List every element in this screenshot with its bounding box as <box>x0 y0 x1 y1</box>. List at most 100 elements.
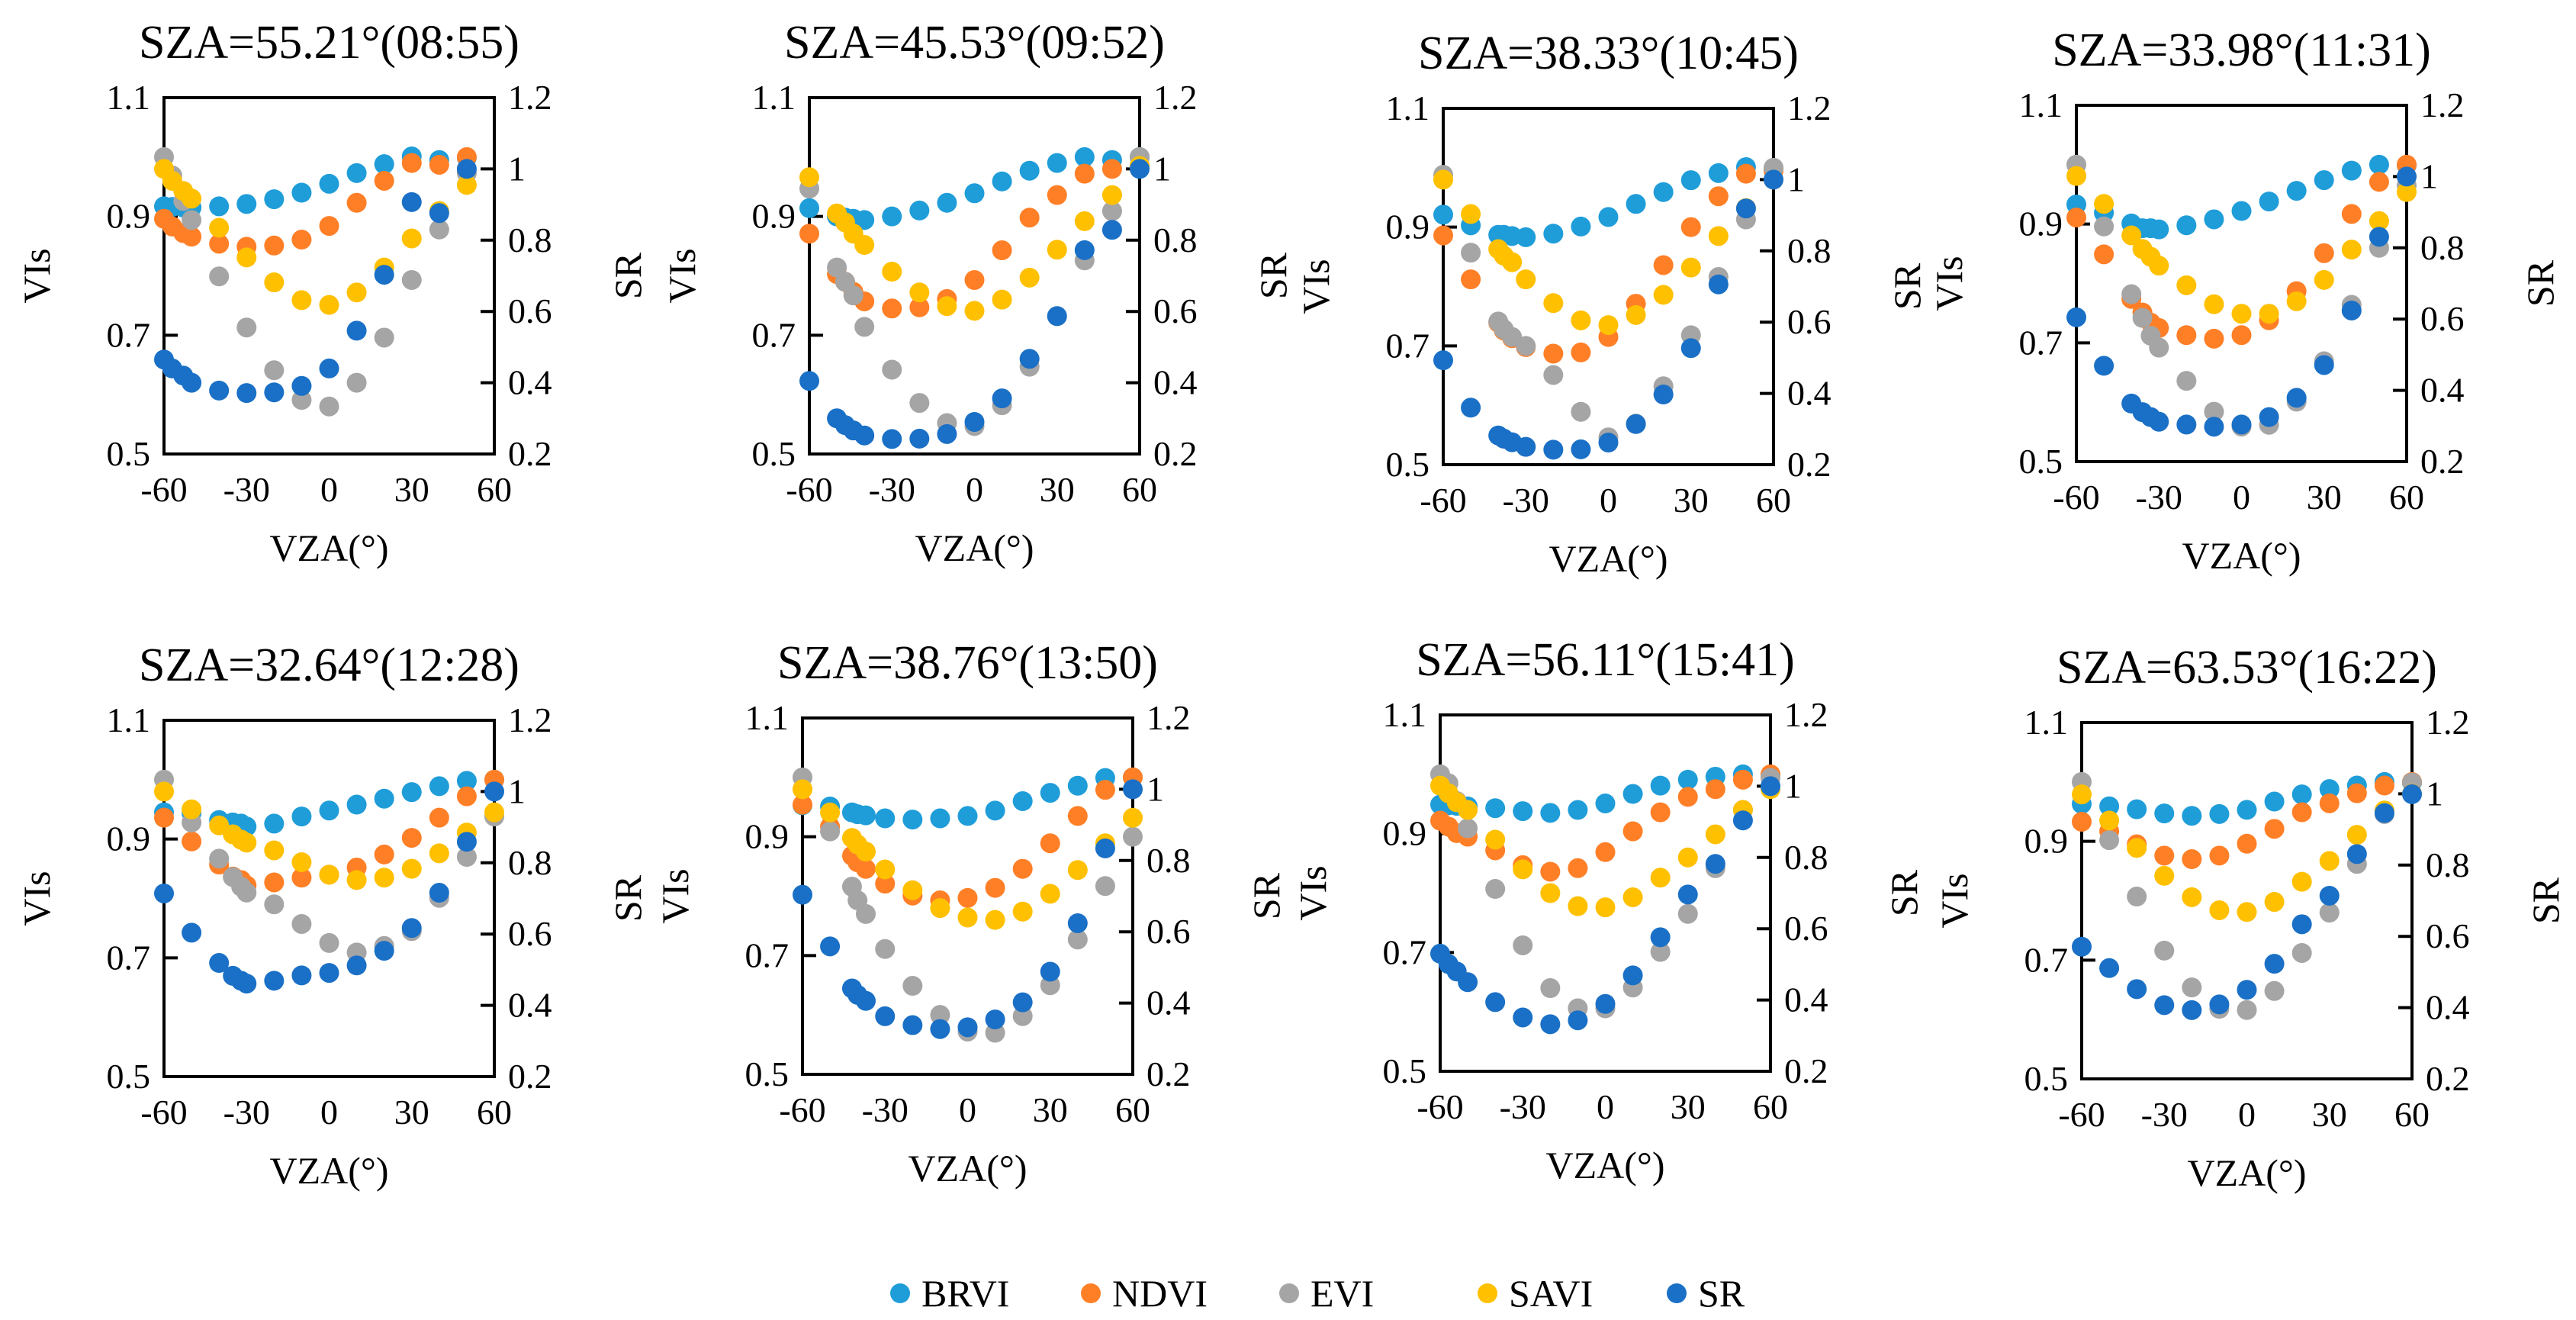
data-point-sr <box>992 388 1012 409</box>
data-point-savi <box>1626 304 1646 325</box>
data-point-savi <box>264 840 285 861</box>
y2-tick-label: 0.6 <box>2420 299 2465 338</box>
data-point-sr <box>2099 958 2120 978</box>
series-savi <box>154 781 504 890</box>
data-point-savi <box>456 175 477 195</box>
y2-tick-label: 0.8 <box>508 221 552 259</box>
data-point-savi <box>875 859 896 880</box>
data-point-savi <box>1513 859 1533 880</box>
data-point-savi <box>2094 194 2115 214</box>
data-point-ndvi <box>2182 849 2202 870</box>
data-point-sr <box>484 781 504 802</box>
y2-tick-label: 1.2 <box>2426 703 2470 742</box>
data-point-savi <box>2291 871 2312 892</box>
data-point-sr <box>2182 1000 2202 1020</box>
data-point-savi <box>1067 860 1088 881</box>
data-point-ndvi <box>799 224 819 244</box>
x-tick-label: 0 <box>320 1093 338 1132</box>
data-point-ndvi <box>855 858 876 879</box>
data-point-evi <box>1543 365 1564 385</box>
data-point-evi <box>319 396 339 417</box>
data-point-sr <box>1735 198 1756 219</box>
data-point-evi <box>264 360 285 381</box>
data-point-savi <box>1650 868 1671 888</box>
subplot-3: SZA=38.33°(10:45) 0.5 0.7 0.9 1.1 0.2 0.4 0.6 0.… <box>1294 27 1928 580</box>
data-point-sr <box>346 320 367 341</box>
data-point-brvi <box>374 788 394 809</box>
data-point-savi <box>2127 838 2147 858</box>
data-point-evi <box>429 219 449 240</box>
data-point-ndvi <box>2094 244 2115 265</box>
y2-tick-label: 1.2 <box>508 78 552 117</box>
y-tick-label: 0.7 <box>107 315 151 354</box>
data-point-evi <box>2154 940 2175 961</box>
series-evi <box>1433 157 1783 448</box>
data-point-sr <box>2291 914 2312 935</box>
x-tick-label: -60 <box>140 1093 187 1132</box>
data-point-brvi <box>2319 779 2340 800</box>
data-point-evi <box>2291 942 2312 963</box>
data-point-ndvi <box>1540 861 1561 882</box>
data-point-savi <box>236 832 257 853</box>
y2-tick-label: 0.8 <box>2420 228 2465 267</box>
data-point-savi <box>1705 824 1725 845</box>
data-point-ndvi <box>1047 185 1067 205</box>
data-point-sr <box>1568 1010 1588 1031</box>
data-point-ndvi <box>374 844 394 864</box>
data-point-savi <box>2149 256 2169 276</box>
data-point-ndvi <box>1571 342 1591 362</box>
data-point-sr <box>909 428 930 449</box>
subplot-title: SZA=63.53°(16:22) <box>2057 642 2437 694</box>
data-point-ndvi <box>1732 769 1753 790</box>
y2-tick-label: 1 <box>1787 159 1805 198</box>
data-point-ndvi <box>2341 204 2362 224</box>
data-point-savi <box>793 779 812 800</box>
x-tick-label: -30 <box>224 470 270 509</box>
data-point-evi <box>2121 284 2142 304</box>
data-point-evi <box>820 821 841 842</box>
y2-tick-label: 1 <box>2420 156 2438 195</box>
data-point-sr <box>401 192 422 212</box>
y-tick-label: 0.9 <box>107 197 151 236</box>
data-point-sr <box>2369 227 2389 247</box>
data-point-ndvi <box>2209 845 2230 866</box>
y-axis-label: VIs <box>1933 873 1976 928</box>
data-point-brvi <box>937 192 957 213</box>
data-point-brvi <box>264 813 285 834</box>
data-point-ndvi <box>429 154 449 175</box>
x-tick-label: -30 <box>862 1090 909 1129</box>
data-point-savi <box>930 898 950 919</box>
data-point-evi <box>1123 826 1143 847</box>
y2-tick-label: 0.2 <box>2420 442 2465 481</box>
subplot-title: SZA=56.11°(15:41) <box>1416 634 1795 686</box>
y2-tick-label: 0.4 <box>1146 984 1191 1022</box>
data-point-evi <box>1101 201 1122 221</box>
subplot-title: SZA=32.64°(12:28) <box>139 639 519 691</box>
data-point-savi <box>2176 275 2197 295</box>
data-point-ndvi <box>882 298 902 319</box>
x-tick-label: -30 <box>869 470 915 509</box>
data-point-ndvi <box>964 269 985 290</box>
subplot-5: SZA=32.64°(12:28) 0.5 0.7 0.9 1.1 0.2 0.4 0.6 0.… <box>15 639 649 1192</box>
data-point-savi <box>291 290 312 311</box>
data-point-savi <box>1595 897 1616 918</box>
data-point-savi <box>1653 285 1674 305</box>
data-point-ndvi <box>1677 787 1698 807</box>
y-tick-label: 0.7 <box>745 935 790 974</box>
data-point-evi <box>2132 307 2153 328</box>
data-point-ndvi <box>401 828 422 848</box>
data-point-sr <box>2127 979 2147 1000</box>
x-tick-label: 60 <box>1756 481 1791 520</box>
x-tick-label: -30 <box>224 1093 270 1132</box>
data-point-sr <box>1595 993 1616 1014</box>
data-point-brvi <box>2204 209 2224 230</box>
y-tick-label: 0.5 <box>2019 442 2063 481</box>
x-tick-label: 0 <box>320 470 338 509</box>
data-point-sr <box>429 203 449 224</box>
x-tick-label: 0 <box>966 470 983 509</box>
data-point-ndvi <box>429 807 449 828</box>
data-point-sr <box>985 1009 1005 1030</box>
data-point-ndvi <box>992 240 1012 261</box>
x-axis-label: VZA(°) <box>915 526 1034 569</box>
data-point-sr <box>1516 436 1536 457</box>
